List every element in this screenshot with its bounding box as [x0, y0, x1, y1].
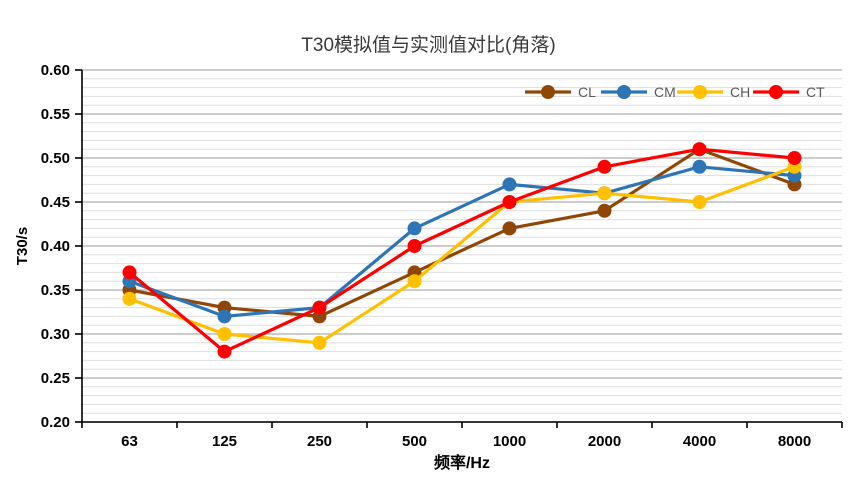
legend-swatch-marker: [769, 85, 783, 99]
y-tick-label: 0.55: [41, 106, 70, 123]
point-CT-8000: [787, 151, 802, 165]
point-CH-4000: [692, 195, 707, 209]
point-CM-1000: [502, 177, 517, 192]
gridlines: [82, 69, 842, 423]
legend-label: CH: [730, 84, 750, 100]
y-tick-label: 0.40: [41, 238, 70, 255]
y-tick-label: 0.30: [41, 326, 70, 343]
point-CT-1000: [502, 195, 517, 209]
x-tick-label: 8000: [778, 433, 811, 450]
legend-label: CM: [654, 84, 676, 100]
y-tick-label: 0.20: [41, 414, 70, 431]
y-axis-title: T30/s: [14, 227, 31, 265]
point-CT-2000: [597, 159, 612, 174]
legend-swatch-marker: [617, 85, 631, 99]
legend-swatch-marker: [541, 85, 555, 99]
point-CH-500: [407, 274, 422, 289]
legend-item-CT[interactable]: CT: [753, 84, 825, 100]
point-CT-4000: [692, 142, 707, 157]
point-CL-2000: [597, 203, 612, 218]
point-CH-250: [312, 335, 327, 350]
legend-item-CL[interactable]: CL: [525, 84, 596, 100]
series-line-CT: [128, 147, 795, 354]
point-CM-4000: [692, 159, 707, 174]
legend-label: CL: [578, 84, 596, 100]
x-tick-label: 1000: [493, 433, 526, 450]
legend: CL CM CH CT: [525, 84, 825, 100]
point-CT-63: [122, 265, 137, 280]
series-line-CH: [128, 165, 796, 345]
legend-item-CH[interactable]: CH: [677, 84, 750, 100]
x-tick-label: 250: [307, 433, 332, 450]
point-CH-63: [122, 291, 137, 306]
y-tick-label: 0.45: [41, 194, 70, 211]
point-CM-500: [407, 221, 422, 236]
series-CT: [122, 142, 802, 359]
chart-title: T30模拟值与实测值对比(角落): [301, 35, 556, 56]
x-axis-title: 频率/Hz: [434, 453, 490, 472]
legend-label: CT: [806, 84, 825, 100]
point-CT-125: [217, 344, 232, 359]
point-CH-125: [217, 327, 232, 341]
x-tick-label: 63: [121, 433, 138, 450]
point-CM-125: [217, 309, 232, 324]
point-CT-500: [407, 239, 422, 253]
axes: 0.20 0.25 0.30 0.35 0.40 0.45 0.50 0.55 0.60 63 12…: [41, 62, 843, 450]
x-tick-label: 500: [402, 433, 427, 450]
y-tick-label: 0.35: [41, 282, 70, 299]
legend-swatch-marker: [693, 85, 707, 99]
point-CL-1000: [502, 221, 517, 236]
series-line-CL: [129, 147, 796, 318]
series-line-CM: [128, 165, 795, 318]
y-tick-label: 0.60: [41, 62, 70, 79]
y-tick-label: 0.25: [41, 370, 70, 387]
x-tick-label: 125: [212, 433, 237, 450]
x-tick-label: 2000: [588, 433, 621, 450]
y-tick-label: 0.50: [41, 150, 70, 167]
x-tick-label: 4000: [683, 433, 716, 450]
legend-item-CM[interactable]: CM: [601, 84, 676, 100]
point-CT-250: [312, 300, 327, 315]
point-CH-2000: [597, 186, 612, 201]
